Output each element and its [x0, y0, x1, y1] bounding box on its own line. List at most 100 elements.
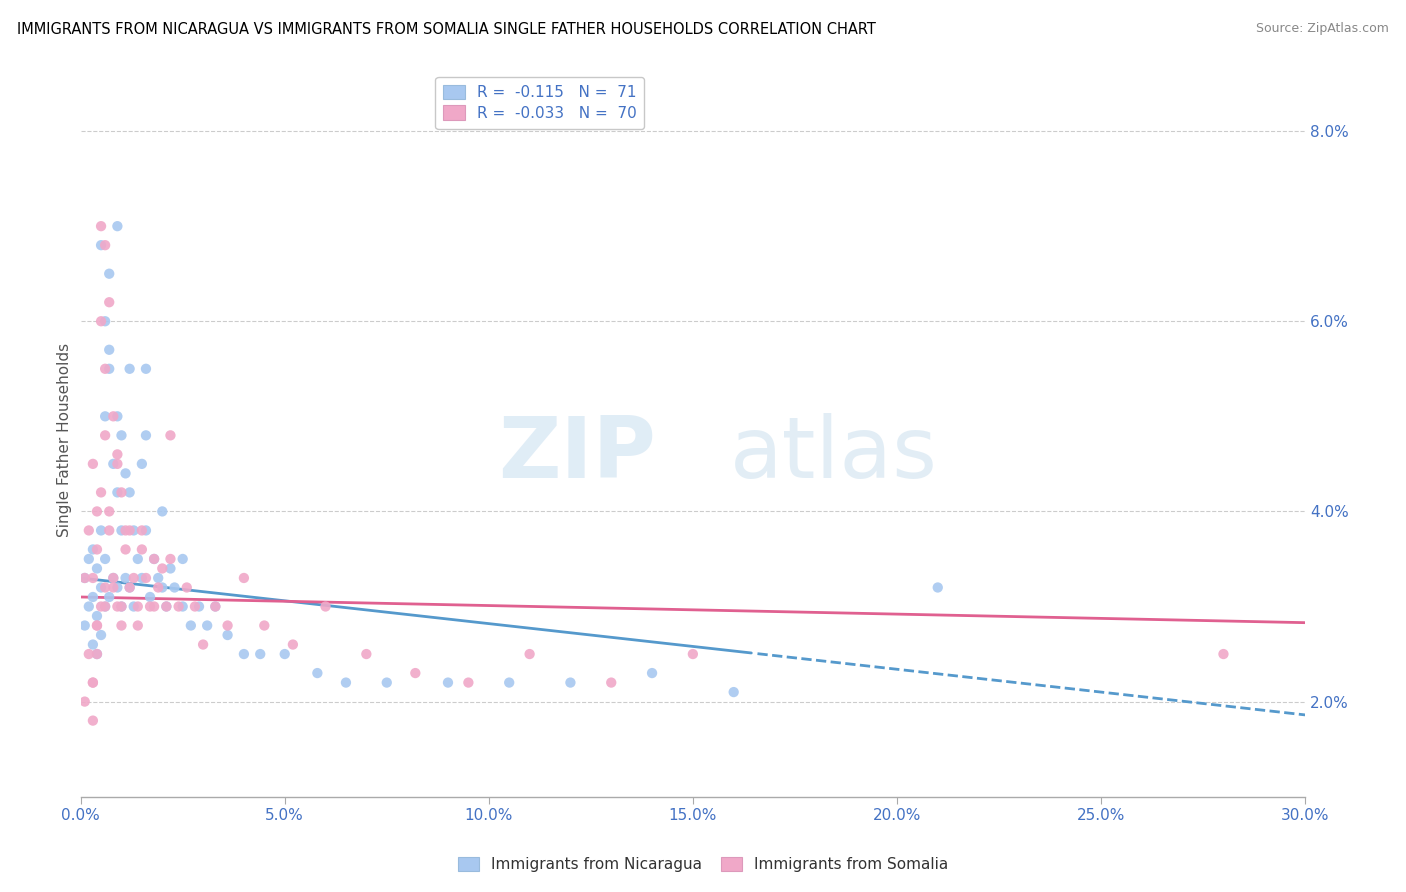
Point	[172, 599, 194, 614]
Point	[73, 571, 96, 585]
Point	[180, 618, 202, 632]
Point	[143, 552, 166, 566]
Point	[232, 571, 254, 585]
Point	[122, 599, 145, 614]
Point	[307, 666, 329, 681]
Point	[98, 590, 121, 604]
Point	[98, 343, 121, 357]
Point	[249, 647, 271, 661]
Point	[110, 485, 132, 500]
Point	[82, 590, 104, 604]
Point	[110, 524, 132, 538]
Point	[1212, 647, 1234, 661]
Point	[110, 618, 132, 632]
Point	[86, 647, 108, 661]
Point	[90, 599, 112, 614]
Point	[98, 504, 121, 518]
Point	[253, 618, 276, 632]
Legend: R =  -0.115   N =  71, R =  -0.033   N =  70: R = -0.115 N = 71, R = -0.033 N = 70	[436, 77, 644, 128]
Point	[94, 238, 117, 252]
Point	[86, 504, 108, 518]
Point	[131, 542, 153, 557]
Point	[176, 581, 198, 595]
Point	[155, 599, 177, 614]
Point	[94, 599, 117, 614]
Text: ZIP: ZIP	[498, 413, 657, 496]
Point	[172, 552, 194, 566]
Point	[98, 524, 121, 538]
Point	[204, 599, 226, 614]
Point	[281, 638, 304, 652]
Point	[103, 571, 125, 585]
Point	[139, 599, 162, 614]
Point	[217, 628, 239, 642]
Point	[519, 647, 541, 661]
Point	[86, 542, 108, 557]
Point	[110, 599, 132, 614]
Point	[159, 552, 181, 566]
Point	[110, 428, 132, 442]
Point	[98, 295, 121, 310]
Point	[77, 599, 100, 614]
Point	[103, 457, 125, 471]
Point	[105, 599, 128, 614]
Point	[127, 618, 149, 632]
Point	[105, 485, 128, 500]
Point	[315, 599, 337, 614]
Point	[77, 552, 100, 566]
Text: Source: ZipAtlas.com: Source: ZipAtlas.com	[1256, 22, 1389, 36]
Point	[90, 238, 112, 252]
Point	[155, 599, 177, 614]
Point	[77, 647, 100, 661]
Text: atlas: atlas	[730, 413, 938, 496]
Point	[118, 485, 141, 500]
Point	[73, 695, 96, 709]
Point	[127, 599, 149, 614]
Point	[94, 552, 117, 566]
Point	[191, 638, 214, 652]
Point	[86, 618, 108, 632]
Point	[127, 552, 149, 566]
Point	[94, 581, 117, 595]
Point	[498, 675, 520, 690]
Point	[82, 675, 104, 690]
Point	[150, 504, 173, 518]
Point	[375, 675, 398, 690]
Point	[103, 581, 125, 595]
Point	[195, 618, 218, 632]
Point	[184, 599, 207, 614]
Point	[560, 675, 582, 690]
Point	[98, 267, 121, 281]
Point	[135, 361, 157, 376]
Point	[131, 457, 153, 471]
Point	[114, 467, 136, 481]
Point	[105, 457, 128, 471]
Point	[82, 571, 104, 585]
Point	[122, 524, 145, 538]
Point	[94, 409, 117, 424]
Point	[103, 409, 125, 424]
Point	[82, 638, 104, 652]
Text: IMMIGRANTS FROM NICARAGUA VS IMMIGRANTS FROM SOMALIA SINGLE FATHER HOUSEHOLDS CO: IMMIGRANTS FROM NICARAGUA VS IMMIGRANTS …	[17, 22, 876, 37]
Point	[103, 571, 125, 585]
Point	[86, 618, 108, 632]
Point	[105, 409, 128, 424]
Point	[135, 571, 157, 585]
Point	[90, 524, 112, 538]
Point	[131, 571, 153, 585]
Point	[135, 524, 157, 538]
Point	[90, 219, 112, 234]
Point	[90, 628, 112, 642]
Point	[143, 552, 166, 566]
Point	[114, 524, 136, 538]
Point	[82, 542, 104, 557]
Point	[94, 599, 117, 614]
Point	[118, 581, 141, 595]
Point	[77, 524, 100, 538]
Point	[82, 714, 104, 728]
Point	[122, 571, 145, 585]
Point	[150, 581, 173, 595]
Point	[723, 685, 745, 699]
Point	[90, 314, 112, 328]
Point	[73, 618, 96, 632]
